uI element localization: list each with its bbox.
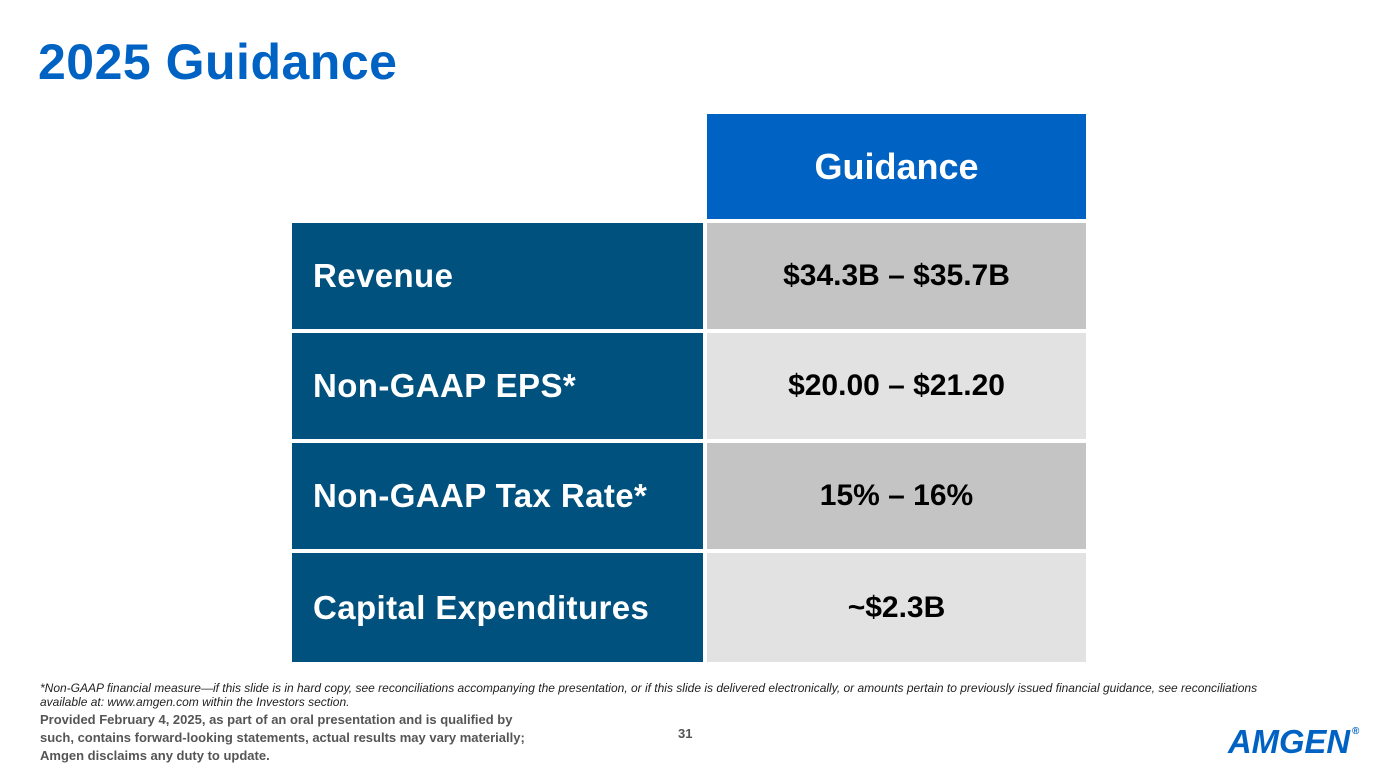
registered-mark: ® [1352,726,1360,737]
row-label-capital-expenditures: Capital Expenditures [292,553,703,662]
page-number: 31 [678,726,693,741]
row-value-revenue: $34.3B – $35.7B [707,223,1086,329]
row-value-capital-expenditures: ~$2.3B [707,553,1086,662]
disclaimer: Provided February 4, 2025, as part of an… [40,712,525,763]
row-value-non-gaap-eps: $20.00 – $21.20 [707,333,1086,439]
slide-title: 2025 Guidance [38,34,398,90]
row-label-non-gaap-tax-rate: Non-GAAP Tax Rate* [292,443,703,549]
row-value-non-gaap-tax-rate: 15% – 16% [707,443,1086,549]
row-label-revenue: Revenue [292,223,703,329]
footnote: *Non-GAAP financial measure—if this slid… [40,681,1258,709]
logo-text: AMGEN [1227,723,1351,760]
table-header-guidance: Guidance [707,114,1086,219]
row-label-non-gaap-eps: Non-GAAP EPS* [292,333,703,439]
amgen-logo: AMGEN ® [1227,723,1360,760]
